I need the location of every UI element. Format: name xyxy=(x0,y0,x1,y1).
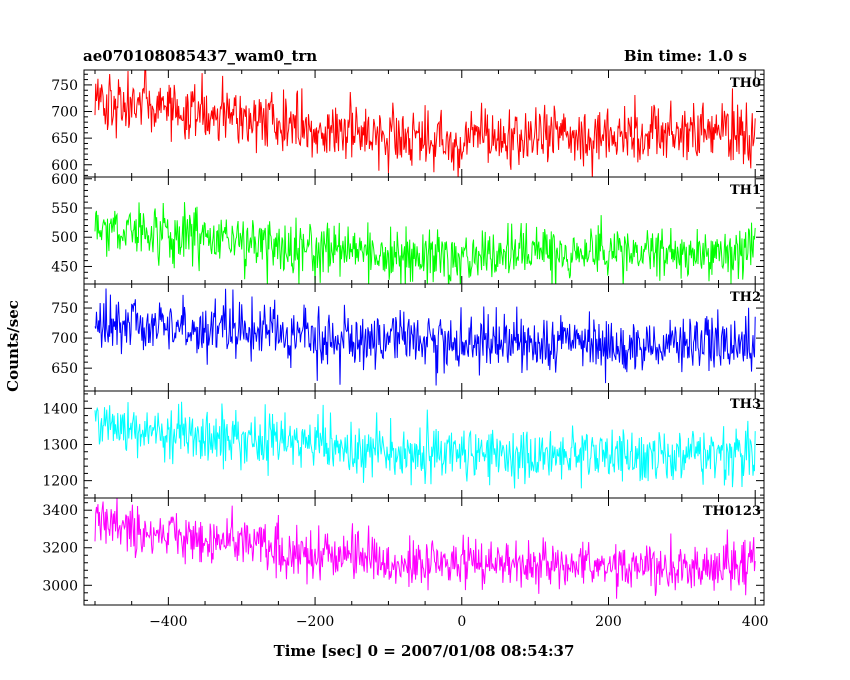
panel-label-th0: TH0 xyxy=(730,76,761,91)
x-tick-label: 0 xyxy=(457,614,466,630)
series-line-th0123 xyxy=(94,498,756,599)
series-line-th2 xyxy=(94,288,756,386)
y-tick-label: 1400 xyxy=(42,401,78,417)
panel-th0: 600 650 700 750 TH0 xyxy=(51,69,765,178)
y-tick-label: 1200 xyxy=(42,474,78,490)
y-tick-label: 3400 xyxy=(42,503,78,519)
y-tick-label: 750 xyxy=(51,301,78,317)
panel-label-th3: TH3 xyxy=(730,397,761,412)
y-tick-label: 700 xyxy=(51,331,78,347)
panel-th3: 1200 1300 1400 TH3 xyxy=(42,390,765,499)
x-axis-label: Time [sec] 0 = 2007/01/08 08:54:37 xyxy=(274,642,575,660)
x-tick-label: −200 xyxy=(296,614,334,630)
bin-time-label: Bin time: 1.0 s xyxy=(624,47,747,65)
panel-label-th0123: TH0123 xyxy=(703,504,761,519)
panel-label-th2: TH2 xyxy=(730,290,761,305)
y-tick-label: 500 xyxy=(51,230,78,246)
series-line-th1 xyxy=(94,202,756,284)
y-tick-label: 600 xyxy=(51,158,78,174)
y-axis-label: Counts/sec xyxy=(4,300,22,392)
series-line-th3 xyxy=(94,401,756,489)
y-tick-label: 600 xyxy=(51,172,78,188)
y-tick-label: 700 xyxy=(51,105,78,121)
y-tick-label: 550 xyxy=(51,201,78,217)
chart-title: ae070108085437_wam0_trn xyxy=(83,47,317,65)
panel-label-th1: TH1 xyxy=(730,183,761,198)
x-tick-label: 200 xyxy=(595,614,622,630)
panel-frame xyxy=(83,69,765,178)
series-line-th0 xyxy=(94,70,756,177)
panels-group: 600 650 700 750 TH0 450 500 550 600 TH1 650 700 750 T… xyxy=(42,69,765,606)
y-tick-label: 650 xyxy=(51,131,78,147)
x-tick-label: −400 xyxy=(149,614,187,630)
x-axis: −400 −200 0 200 400 xyxy=(149,614,768,630)
panel-frame xyxy=(83,390,765,499)
y-tick-label: 750 xyxy=(51,78,78,94)
y-tick-label: 3000 xyxy=(42,578,78,594)
panel-th1: 450 500 550 600 TH1 xyxy=(51,172,765,285)
panel-th0123: 3000 3200 3400 TH0123 xyxy=(42,497,765,606)
y-tick-label: 650 xyxy=(51,361,78,377)
y-tick-label: 1300 xyxy=(42,438,78,454)
y-tick-label: 450 xyxy=(51,259,78,275)
y-tick-label: 3200 xyxy=(42,541,78,557)
panel-frame xyxy=(83,497,765,606)
x-tick-label: 400 xyxy=(742,614,769,630)
panel-th2: 650 700 750 TH2 xyxy=(51,283,765,392)
